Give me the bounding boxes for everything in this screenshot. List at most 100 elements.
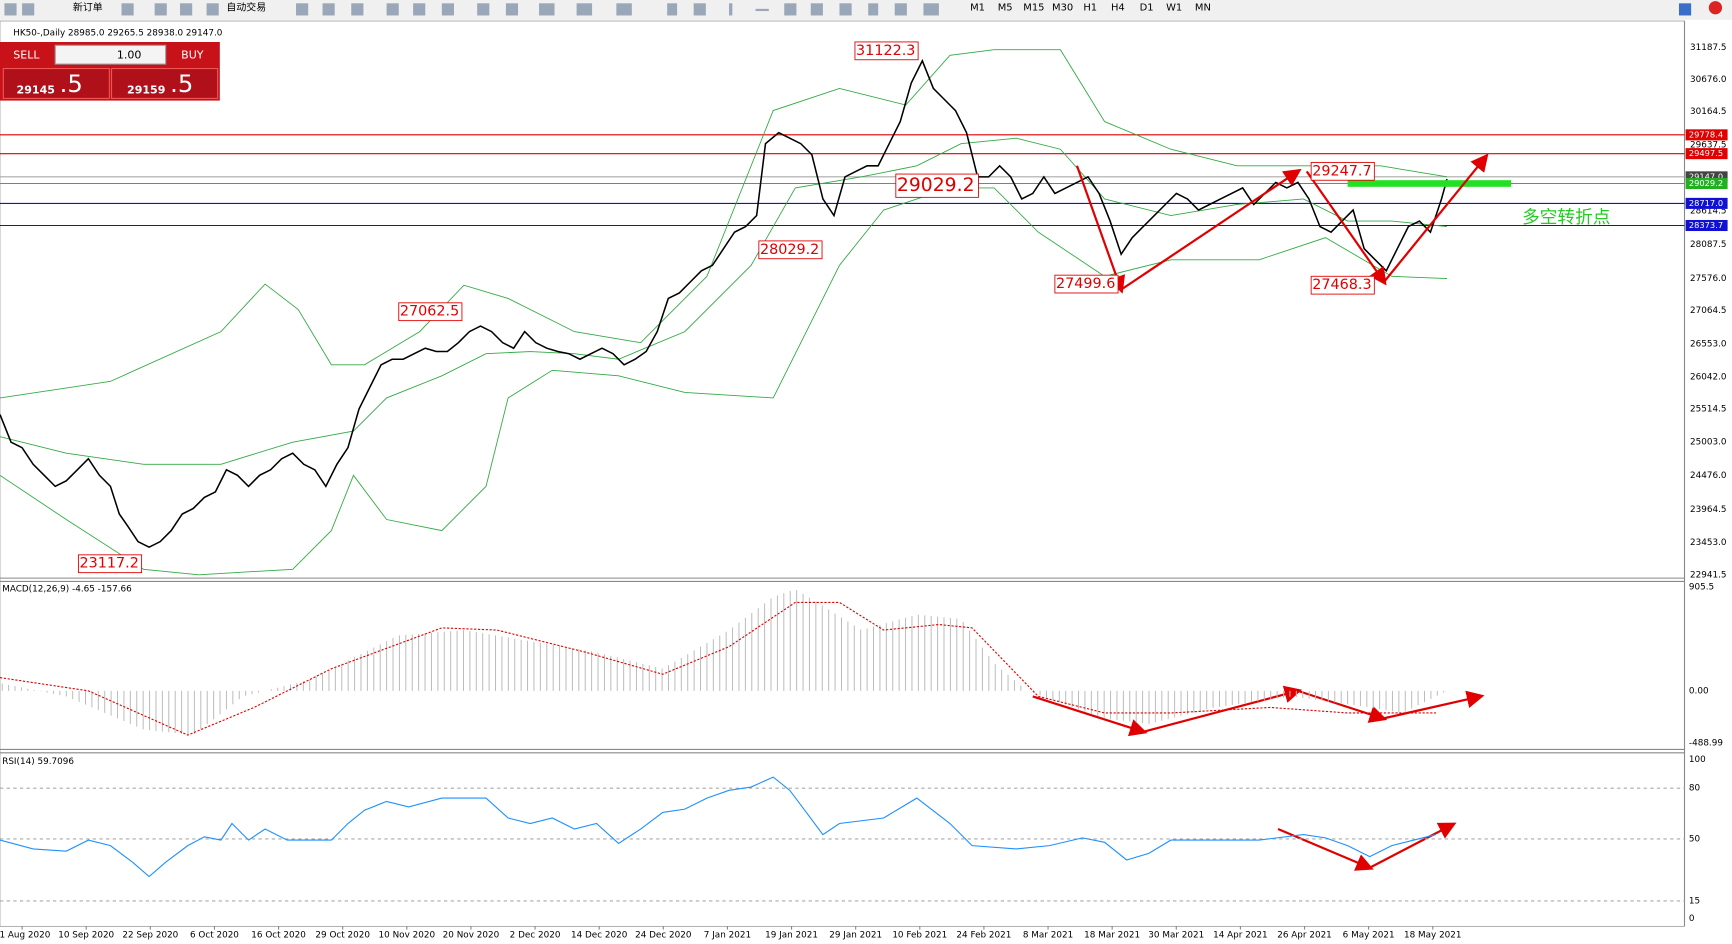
sell-button[interactable]: SELL — [13, 48, 40, 61]
date-label: 6 May 2021 — [1343, 931, 1395, 941]
rect-shape — [351, 3, 364, 16]
timeframe-button[interactable]: M1 — [970, 3, 985, 14]
line-shape — [1305, 170, 1387, 286]
timeframe-button[interactable]: W1 — [1166, 3, 1182, 14]
level-label: 28717.0 — [1689, 198, 1723, 208]
rect-shape — [4, 3, 17, 16]
price-axis-label: 28614.5 — [1690, 207, 1727, 217]
price-axis-label: 25003.0 — [1690, 438, 1727, 448]
annotation-label: 28029.2 — [760, 242, 819, 258]
auto-trading-button[interactable]: 自动交易 — [226, 1, 266, 14]
rsi-axis-label: 100 — [1689, 755, 1706, 765]
macd-header: MACD(12,26,9) -4.65 -157.66 — [2, 585, 132, 595]
rect-shape — [616, 3, 632, 16]
rect-shape — [576, 3, 593, 16]
line-shape — [1297, 689, 1388, 723]
line-shape — [1369, 822, 1457, 869]
annotation-label: 27062.5 — [400, 304, 459, 320]
rect-shape — [477, 3, 490, 16]
price-axis-label: 25514.5 — [1690, 404, 1727, 414]
rect-shape — [667, 3, 678, 16]
timeframe-button[interactable]: M15 — [1023, 3, 1044, 14]
timeframe-button[interactable]: MN — [1195, 3, 1211, 14]
rsi-levels — [0, 787, 1685, 902]
price-axis-label: 30164.5 — [1690, 107, 1727, 117]
sell-box[interactable] — [2, 67, 110, 99]
annotations: 31122.3 28029.2 29029.2 27062.5 23117.2 27499… — [77, 41, 1375, 574]
level-tag — [1685, 219, 1728, 232]
annotation-label: 27468.3 — [1312, 277, 1371, 293]
level-tag — [1685, 148, 1728, 160]
price-axis: 31187.5 30676.0 30164.5 29637.5 28614.5 28087… — [1690, 43, 1727, 580]
chart-area — [0, 20, 1685, 927]
line-shape — [1075, 165, 1126, 294]
rect-shape — [441, 3, 454, 16]
timeframe-button[interactable]: D1 — [1140, 3, 1154, 14]
level-tag — [1685, 197, 1728, 209]
rsi-line — [0, 776, 1437, 878]
rect-shape — [784, 3, 797, 16]
level-label: 29147.0 — [1689, 171, 1723, 181]
chart-header: HK50-,Daily 28985.0 29265.5 28938.0 2914… — [13, 29, 223, 39]
bid-fraction: .5 — [60, 69, 83, 98]
rsi-axis-label: 80 — [1689, 784, 1701, 794]
volume-input[interactable]: 1.00 — [117, 48, 142, 61]
line-shape — [1383, 153, 1489, 283]
date-label: 14 Dec 2020 — [571, 931, 628, 941]
level-label: 29778.4 — [1689, 129, 1723, 139]
annotation-label: 29029.2 — [897, 175, 975, 196]
date-label: 29 Jan 2021 — [829, 931, 882, 941]
rect-shape — [693, 3, 706, 16]
rect-shape — [894, 3, 907, 16]
rect-shape — [755, 8, 769, 12]
price-axis-label: 23964.5 — [1690, 505, 1727, 515]
date-label: 18 May 2021 — [1404, 931, 1462, 941]
date-label: 24 Feb 2021 — [956, 931, 1011, 941]
macd-axis-label: 905.5 — [1689, 582, 1714, 592]
rect-shape — [923, 3, 939, 16]
line-shape — [1120, 168, 1302, 291]
date-label: 10 Feb 2021 — [892, 931, 947, 941]
rsi-axis-label: 50 — [1689, 834, 1701, 844]
timeframe-button[interactable]: H1 — [1083, 3, 1097, 14]
turning-zone-bar — [1347, 180, 1512, 187]
date-label: 30 Mar 2021 — [1148, 931, 1204, 941]
rect-shape — [121, 3, 134, 16]
rect-shape — [322, 3, 335, 16]
price-axis-label: 31187.5 — [1690, 43, 1727, 53]
new-order-button[interactable]: 新订单 — [73, 1, 103, 14]
rsi-axis-label: 0 — [1689, 914, 1695, 924]
buy-box[interactable] — [111, 67, 219, 99]
date-label: 6 Oct 2020 — [190, 931, 239, 941]
date-label: 20 Nov 2020 — [443, 931, 500, 941]
rsi-header: RSI(14) 59.7096 — [2, 757, 74, 767]
timeframe-button[interactable]: H4 — [1111, 3, 1125, 14]
timeframe-button[interactable]: M5 — [998, 3, 1013, 14]
level-tag — [1685, 129, 1728, 141]
toolbar-icons — [4, 1, 1723, 16]
price-axis-label: 29637.5 — [1690, 140, 1727, 150]
date-label: 2 Dec 2020 — [510, 931, 561, 941]
annotation-label: 27499.6 — [1056, 276, 1115, 292]
rect-shape — [154, 3, 167, 16]
annotation-box — [854, 41, 919, 61]
rect-shape — [386, 3, 399, 16]
polyline-shape — [0, 137, 1448, 465]
annotation-box — [77, 554, 143, 574]
buy-button[interactable]: BUY — [181, 48, 204, 61]
timeframe-button[interactable]: M30 — [1052, 3, 1073, 14]
ask-price: 29159 — [127, 84, 165, 97]
rect-shape — [22, 3, 35, 16]
annotation-box — [758, 240, 823, 260]
macd-axis-label: 0.00 — [1689, 686, 1709, 696]
annotation-label: 29247.7 — [1312, 163, 1371, 179]
trend-arrows — [1032, 153, 1489, 871]
level-tag — [1685, 177, 1728, 190]
line-shape — [1032, 695, 1148, 737]
circle-shape — [1708, 1, 1723, 15]
level-label: 29497.5 — [1689, 148, 1723, 158]
rect-shape — [839, 3, 852, 16]
